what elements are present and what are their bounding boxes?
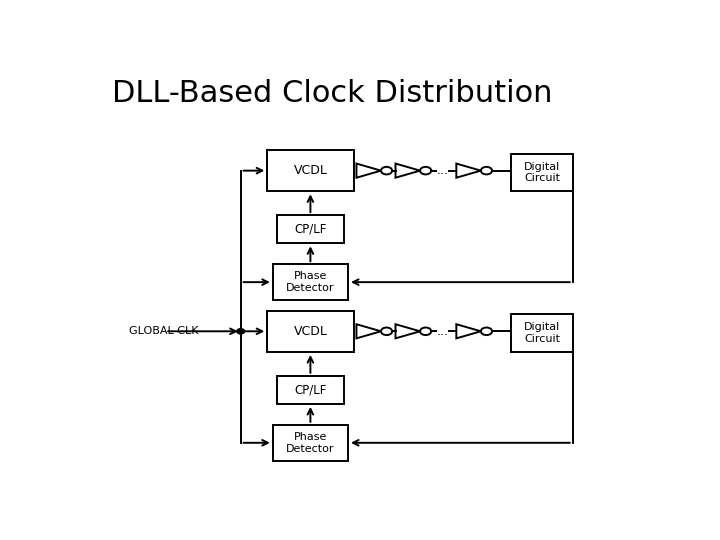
Bar <box>273 425 348 461</box>
Bar <box>277 376 344 404</box>
Text: Digital
Circuit: Digital Circuit <box>524 322 560 344</box>
Bar <box>511 154 572 192</box>
Bar <box>277 215 344 244</box>
Text: ...: ... <box>436 325 449 338</box>
Bar <box>267 150 354 192</box>
Text: Phase
Detector: Phase Detector <box>286 271 335 293</box>
Text: Phase
Detector: Phase Detector <box>286 432 335 454</box>
Text: CP/LF: CP/LF <box>294 383 327 396</box>
Bar <box>273 264 348 300</box>
Text: ...: ... <box>436 164 449 177</box>
Bar <box>511 314 572 352</box>
Text: DLL-Based Clock Distribution: DLL-Based Clock Distribution <box>112 79 553 109</box>
Text: VCDL: VCDL <box>294 325 328 338</box>
Text: CP/LF: CP/LF <box>294 222 327 236</box>
Text: GLOBAL CLK: GLOBAL CLK <box>129 326 199 336</box>
Circle shape <box>237 329 245 334</box>
Text: VCDL: VCDL <box>294 164 328 177</box>
Bar <box>267 310 354 352</box>
Text: Digital
Circuit: Digital Circuit <box>524 162 560 184</box>
